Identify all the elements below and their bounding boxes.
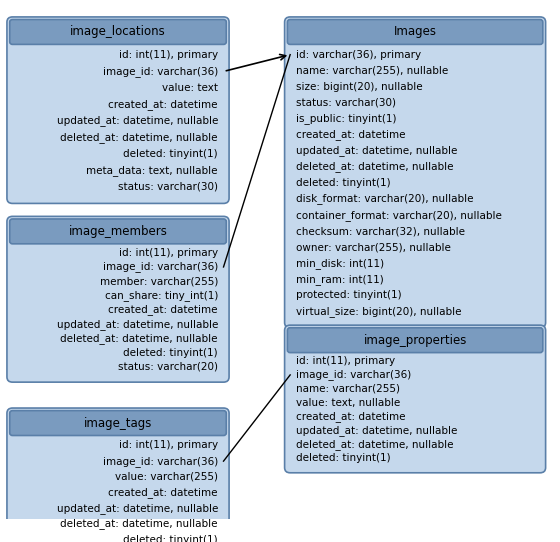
Text: deleted: tinyint(1): deleted: tinyint(1) (123, 149, 218, 159)
Text: id: int(11), primary: id: int(11), primary (296, 356, 395, 366)
Text: deleted_at: datetime, nullable: deleted_at: datetime, nullable (60, 132, 218, 143)
Text: member: varchar(255): member: varchar(255) (100, 276, 218, 286)
Text: deleted: tinyint(1): deleted: tinyint(1) (123, 347, 218, 358)
Text: created_at: datetime: created_at: datetime (109, 487, 218, 498)
Text: updated_at: datetime, nullable: updated_at: datetime, nullable (296, 145, 457, 156)
Text: disk_format: varchar(20), nullable: disk_format: varchar(20), nullable (296, 193, 473, 204)
Text: id: int(11), primary: id: int(11), primary (119, 50, 218, 60)
Text: status: varchar(20): status: varchar(20) (118, 362, 218, 372)
Text: value: text: value: text (162, 83, 218, 93)
Text: id: int(11), primary: id: int(11), primary (119, 441, 218, 450)
FancyBboxPatch shape (287, 20, 543, 44)
Text: deleted: tinyint(1): deleted: tinyint(1) (296, 178, 390, 188)
Text: updated_at: datetime, nullable: updated_at: datetime, nullable (57, 319, 218, 330)
Text: name: varchar(255), nullable: name: varchar(255), nullable (296, 66, 448, 76)
Text: image_members: image_members (68, 225, 167, 238)
Text: Images: Images (394, 25, 437, 38)
Text: owner: varchar(255), nullable: owner: varchar(255), nullable (296, 242, 451, 252)
Text: status: varchar(30): status: varchar(30) (296, 98, 396, 108)
Text: deleted_at: datetime, nullable: deleted_at: datetime, nullable (296, 438, 453, 449)
FancyBboxPatch shape (10, 219, 226, 244)
Text: size: bigint(20), nullable: size: bigint(20), nullable (296, 82, 422, 92)
Text: image_tags: image_tags (84, 417, 152, 430)
Text: protected: tinyint(1): protected: tinyint(1) (296, 291, 402, 300)
Text: id: varchar(36), primary: id: varchar(36), primary (296, 50, 421, 60)
Text: min_ram: int(11): min_ram: int(11) (296, 274, 384, 285)
FancyBboxPatch shape (10, 411, 226, 435)
Text: deleted: tinyint(1): deleted: tinyint(1) (296, 453, 390, 463)
Text: container_format: varchar(20), nullable: container_format: varchar(20), nullable (296, 210, 502, 221)
Text: status: varchar(30): status: varchar(30) (118, 182, 218, 192)
Text: updated_at: datetime, nullable: updated_at: datetime, nullable (296, 425, 457, 436)
FancyBboxPatch shape (7, 216, 229, 382)
Text: created_at: datetime: created_at: datetime (109, 305, 218, 315)
Text: deleted: tinyint(1): deleted: tinyint(1) (123, 534, 218, 542)
Text: image_id: varchar(36): image_id: varchar(36) (296, 370, 411, 380)
Text: checksum: varchar(32), nullable: checksum: varchar(32), nullable (296, 226, 465, 236)
Text: updated_at: datetime, nullable: updated_at: datetime, nullable (57, 503, 218, 514)
Text: is_public: tinyint(1): is_public: tinyint(1) (296, 113, 396, 124)
FancyBboxPatch shape (287, 328, 543, 353)
Text: deleted_at: datetime, nullable: deleted_at: datetime, nullable (60, 518, 218, 530)
Text: deleted_at: datetime, nullable: deleted_at: datetime, nullable (60, 333, 218, 344)
FancyBboxPatch shape (10, 20, 226, 44)
Text: image_id: varchar(36): image_id: varchar(36) (102, 261, 218, 273)
Text: created_at: datetime: created_at: datetime (296, 130, 405, 140)
Text: value: varchar(255): value: varchar(255) (115, 472, 218, 482)
Text: created_at: datetime: created_at: datetime (109, 99, 218, 110)
FancyBboxPatch shape (284, 325, 545, 473)
Text: image_id: varchar(36): image_id: varchar(36) (102, 66, 218, 77)
Text: meta_data: text, nullable: meta_data: text, nullable (86, 165, 218, 176)
FancyBboxPatch shape (7, 408, 229, 542)
Text: can_share: tiny_int(1): can_share: tiny_int(1) (105, 290, 218, 301)
Text: id: int(11), primary: id: int(11), primary (119, 248, 218, 257)
Text: name: varchar(255): name: varchar(255) (296, 384, 400, 393)
Text: value: text, nullable: value: text, nullable (296, 398, 400, 408)
Text: min_disk: int(11): min_disk: int(11) (296, 258, 384, 269)
Text: updated_at: datetime, nullable: updated_at: datetime, nullable (57, 115, 218, 126)
FancyBboxPatch shape (7, 17, 229, 203)
Text: image_properties: image_properties (363, 334, 467, 347)
Text: created_at: datetime: created_at: datetime (296, 411, 405, 422)
FancyBboxPatch shape (284, 17, 545, 328)
Text: image_locations: image_locations (70, 25, 166, 38)
Text: image_id: varchar(36): image_id: varchar(36) (102, 456, 218, 467)
Text: virtual_size: bigint(20), nullable: virtual_size: bigint(20), nullable (296, 306, 461, 317)
Text: deleted_at: datetime, nullable: deleted_at: datetime, nullable (296, 162, 453, 172)
